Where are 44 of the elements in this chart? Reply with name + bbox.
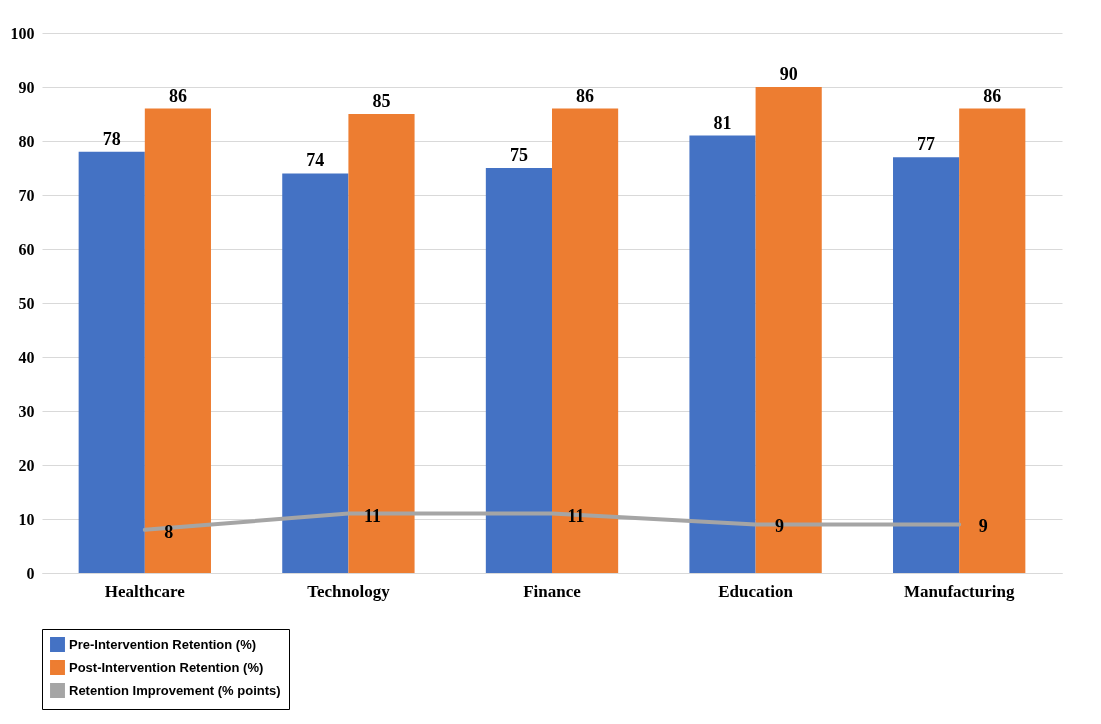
legend-label: Pre-Intervention Retention (%) — [69, 636, 257, 652]
data-label: 81 — [713, 112, 732, 133]
data-label: 8 — [164, 521, 174, 542]
bar — [282, 173, 349, 573]
y-tick-label: 100 — [10, 24, 35, 42]
bar — [893, 157, 960, 573]
legend-label: Retention Improvement (% points) — [69, 682, 281, 698]
data-label: 11 — [567, 505, 585, 526]
data-label: 90 — [779, 64, 798, 84]
y-tick-label: 0 — [26, 564, 35, 582]
bar — [144, 108, 211, 573]
y-tick-label: 30 — [18, 402, 35, 420]
x-tick-label: Manufacturing — [903, 581, 1015, 601]
bar — [755, 87, 822, 573]
bar — [348, 114, 415, 573]
data-label: 9 — [775, 516, 785, 537]
bar — [552, 108, 619, 573]
y-tick-label: 50 — [18, 294, 35, 312]
y-tick-label: 60 — [18, 240, 35, 258]
data-label: 86 — [983, 85, 1002, 106]
y-tick-label: 40 — [18, 348, 35, 366]
data-label: 9 — [978, 516, 988, 537]
y-tick-label: 20 — [18, 456, 35, 474]
data-label: 78 — [102, 128, 121, 149]
y-tick-label: 80 — [18, 132, 35, 150]
y-tick-label: 90 — [18, 78, 35, 96]
y-tick-label: 70 — [18, 186, 35, 204]
x-tick-label: Healthcare — [104, 581, 186, 601]
bar — [78, 151, 145, 573]
data-label: 74 — [306, 150, 325, 171]
data-label: 85 — [372, 91, 391, 111]
data-label: 77 — [917, 134, 936, 155]
data-label: 11 — [363, 505, 381, 526]
x-tick-label: Education — [718, 581, 794, 601]
x-tick-label: Technology — [307, 581, 391, 601]
x-tick-label: Finance — [523, 581, 582, 601]
data-label: 86 — [168, 85, 187, 106]
bar — [959, 108, 1026, 573]
legend-label: Post-Intervention Retention (%) — [69, 659, 264, 675]
bar — [485, 168, 552, 573]
data-label: 75 — [509, 145, 528, 165]
y-tick-label: 10 — [18, 510, 35, 528]
data-label: 86 — [576, 85, 595, 106]
bar — [689, 135, 756, 573]
